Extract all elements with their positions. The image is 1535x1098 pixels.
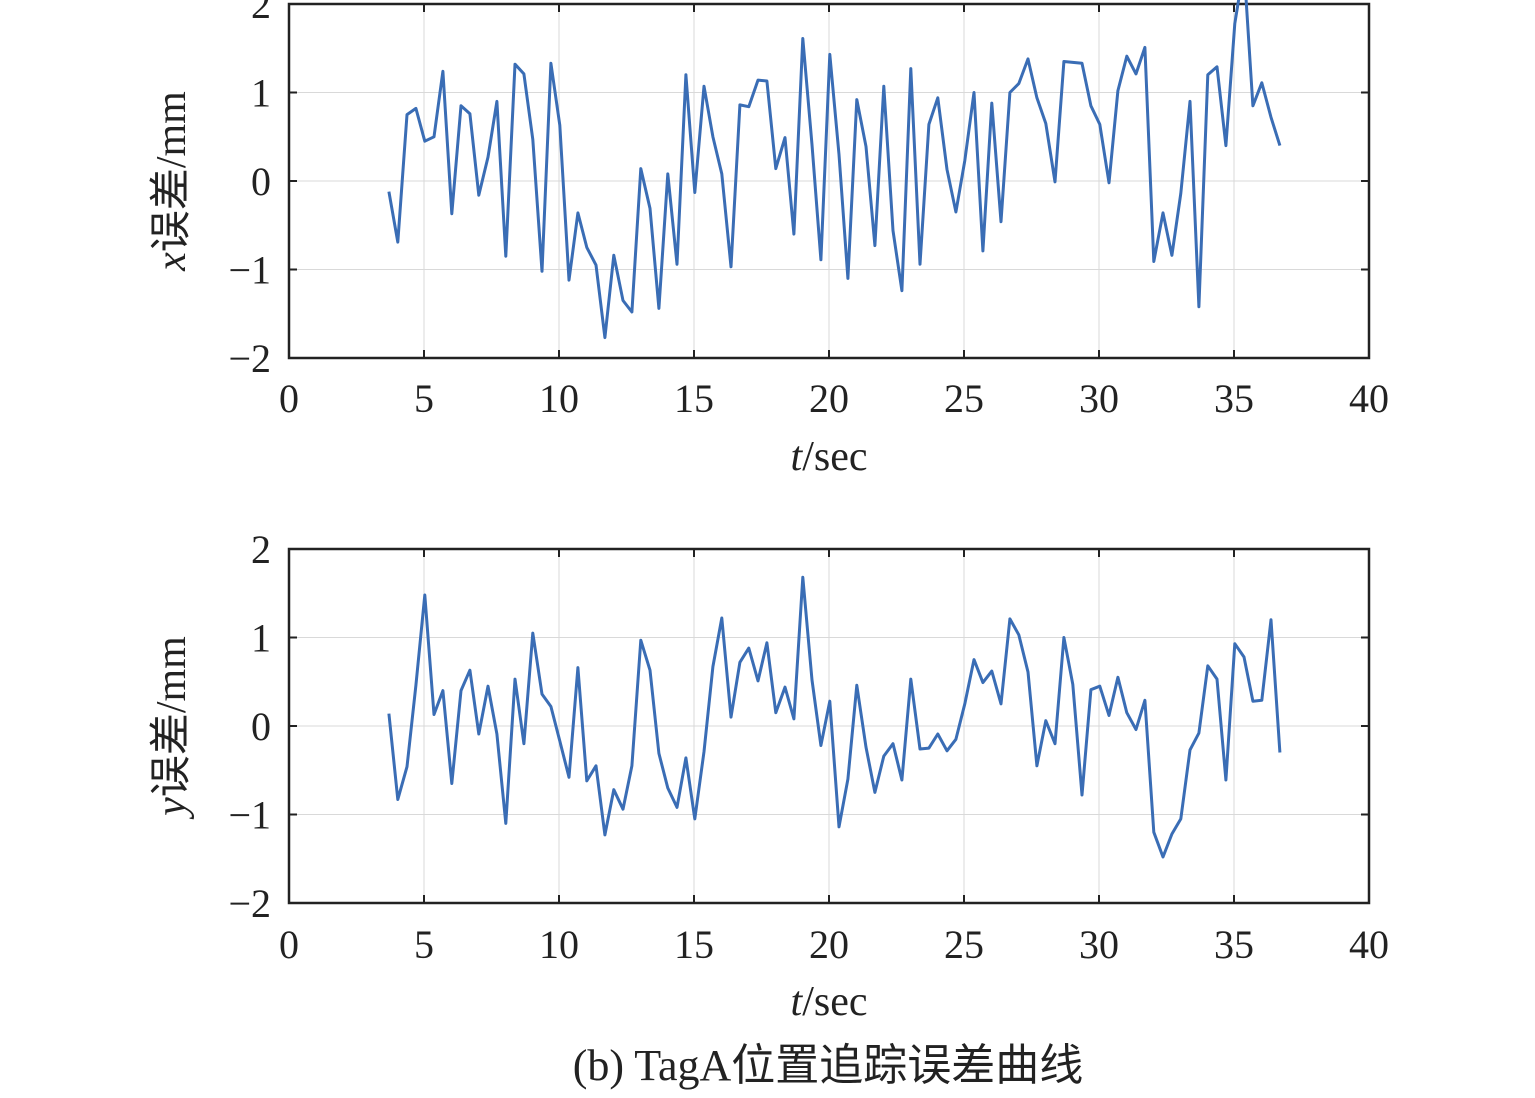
y-axis-title: y误差/mm — [149, 636, 195, 820]
series-line — [387, 575, 1282, 859]
y-axis-unit: 误差/mm — [149, 91, 195, 252]
x-tick-label: 30 — [1079, 922, 1119, 967]
y-axis-unit: 误差/mm — [149, 636, 195, 797]
y-axis-var: x — [149, 252, 195, 272]
series-line — [387, 0, 1282, 340]
x-tick-label: 40 — [1349, 376, 1389, 421]
y-tick-label: −1 — [228, 248, 271, 293]
y-tick-label: 0 — [251, 704, 271, 749]
x-tick-label: 40 — [1349, 922, 1389, 967]
x-tick-label: 15 — [674, 376, 714, 421]
x-tick-label: 20 — [809, 922, 849, 967]
x-tick-label: 5 — [414, 922, 434, 967]
x-tick-label: 25 — [944, 376, 984, 421]
y-tick-label: 1 — [251, 616, 271, 661]
x-tick-label: 5 — [414, 376, 434, 421]
x-tick-label: 0 — [279, 376, 299, 421]
y-axis-title: x误差/mm — [149, 91, 195, 272]
x-tick-label: 10 — [539, 922, 579, 967]
y-tick-label: −2 — [228, 336, 271, 381]
y-tick-label: 0 — [251, 159, 271, 204]
x-tick-label: 25 — [944, 922, 984, 967]
x-tick-label: 35 — [1214, 922, 1254, 967]
chart-x-error: 0 5 10 15 20 25 30 35 40 −2 −1 0 1 2 t/sec x误差/mm — [149, 0, 1389, 480]
x-axis-var: t — [791, 979, 804, 1025]
figure-caption: (b) TagA位置追踪误差曲线 — [573, 1041, 1084, 1090]
x-axis-var: t — [791, 434, 804, 480]
y-tick-label: 2 — [251, 527, 271, 572]
y-tick-label: 1 — [251, 71, 271, 116]
y-tick-label: −1 — [228, 793, 271, 838]
x-tick-label: 15 — [674, 922, 714, 967]
x-tick-label: 35 — [1214, 376, 1254, 421]
chart-y-error: 0 5 10 15 20 25 30 35 40 −2 −1 0 1 2 t/sec y误差/mm — [149, 527, 1389, 1025]
x-axis-unit: /sec — [802, 434, 867, 480]
x-tick-label: 10 — [539, 376, 579, 421]
x-tick-label: 0 — [279, 922, 299, 967]
y-tick-label: −2 — [228, 881, 271, 926]
y-tick-label: 2 — [251, 0, 271, 27]
x-axis-title: t/sec — [791, 434, 868, 480]
x-axis-title: t/sec — [791, 979, 868, 1025]
x-tick-label: 20 — [809, 376, 849, 421]
y-axis-var: y — [149, 797, 195, 820]
x-tick-label: 30 — [1079, 376, 1119, 421]
x-axis-unit: /sec — [802, 979, 867, 1025]
